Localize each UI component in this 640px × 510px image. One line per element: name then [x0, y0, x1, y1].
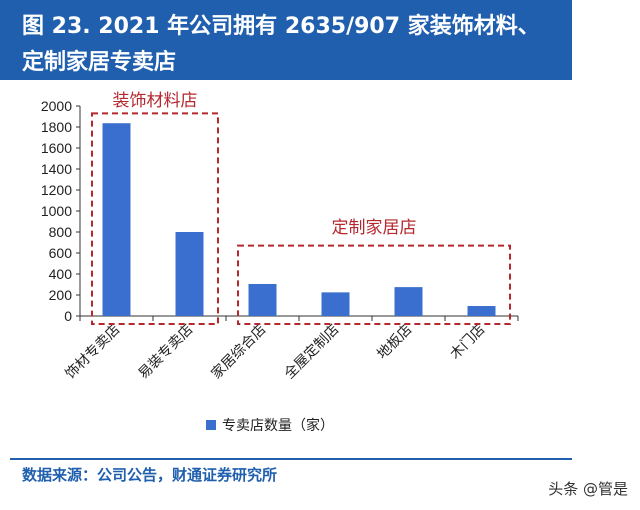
source-divider: [10, 458, 572, 460]
x-tick-label: 全屋定制店: [281, 321, 343, 383]
x-tick-label: 地板店: [374, 322, 415, 363]
bar: [175, 232, 204, 316]
legend-swatch: [206, 420, 216, 430]
annotation-label: 装饰材料店: [113, 91, 198, 111]
x-tick-label: 木门店: [447, 322, 488, 363]
y-tick-label: 1000: [41, 203, 72, 219]
bar: [102, 123, 131, 316]
bar-chart: 0 200 400 600 800 1000 1200 1400 1600 1800 2000 饰材专…: [41, 91, 519, 434]
y-tick-label: 1800: [41, 119, 72, 135]
y-tick-label: 1200: [41, 182, 72, 198]
x-tick-label: 易装专卖店: [136, 322, 197, 383]
bar: [467, 306, 496, 316]
page-title-line2: 定制家居专卖店: [22, 50, 177, 75]
y-tick-label: 1600: [41, 140, 72, 156]
data-source: 数据来源：公司公告，财通证券研究所: [22, 466, 278, 484]
annotation-box: [237, 244, 511, 325]
bar: [321, 292, 350, 316]
y-tick-label: 600: [49, 245, 73, 261]
annotation-label: 定制家居店: [332, 218, 417, 238]
bar: [248, 283, 277, 316]
legend-label: 专卖店数量（家）: [222, 417, 334, 434]
y-tick-label: 0: [64, 308, 72, 324]
page-title-line1: 图 23. 2021 年公司拥有 2635/907 家装饰材料、: [22, 14, 540, 39]
annotation-box: [91, 112, 219, 325]
x-tick-label: 饰材专卖店: [63, 322, 124, 383]
watermark: 头条 @管是: [548, 480, 628, 498]
y-tick-label: 800: [49, 224, 73, 240]
title-bar: 图 23. 2021 年公司拥有 2635/907 家装饰材料、 定制家居专卖店: [0, 0, 572, 80]
y-tick-label: 1400: [41, 161, 72, 177]
y-tick-label: 2000: [41, 98, 72, 114]
bar: [394, 287, 423, 316]
y-tick-label: 400: [49, 266, 73, 282]
x-tick-label: 家居综合店: [208, 321, 270, 383]
y-tick-label: 200: [49, 287, 73, 303]
